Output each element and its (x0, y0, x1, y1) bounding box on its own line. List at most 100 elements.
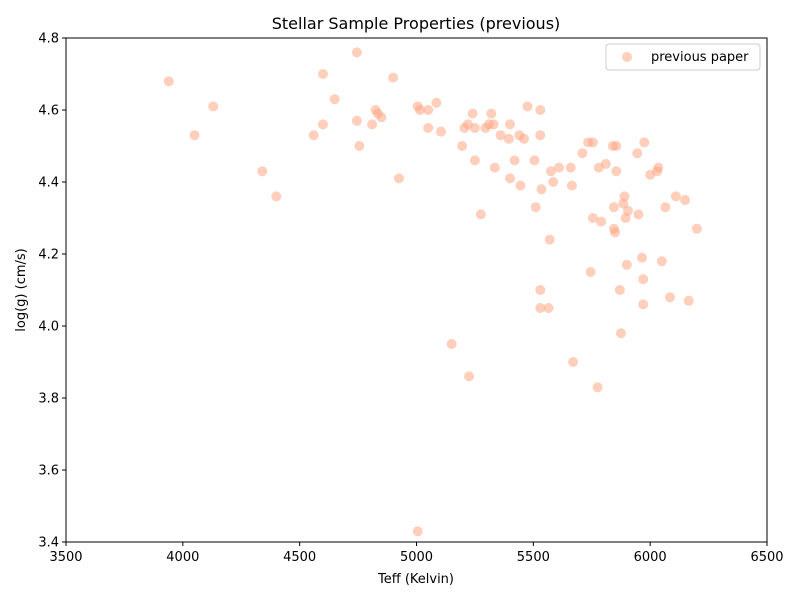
data-point (566, 180, 577, 191)
data-point (271, 191, 282, 202)
data-point (505, 119, 515, 130)
data-point (535, 285, 546, 295)
x-tick-label: 5000 (400, 550, 433, 565)
data-point (637, 252, 647, 263)
data-point (638, 299, 649, 310)
data-point (495, 130, 506, 141)
data-point (489, 162, 500, 173)
y-tick-label: 3.6 (38, 464, 59, 479)
data-point (351, 115, 362, 126)
data-point (619, 191, 630, 202)
data-point (394, 173, 404, 184)
data-point (623, 205, 633, 216)
data-point (616, 328, 626, 339)
data-point (596, 216, 607, 227)
data-point (446, 339, 457, 349)
data-point (544, 234, 555, 245)
data-point (639, 137, 650, 148)
data-point (543, 303, 554, 313)
x-axis-label: Teff (Kelvin) (377, 572, 454, 587)
data-point (505, 173, 515, 184)
x-tick-label: 5500 (517, 550, 550, 565)
y-tick-label: 4.8 (38, 32, 59, 47)
data-point (691, 223, 702, 234)
data-point (535, 303, 546, 313)
data-point (488, 119, 499, 130)
data-point (376, 112, 387, 123)
data-point (208, 101, 219, 112)
data-point (530, 202, 541, 213)
data-point (388, 72, 399, 83)
data-point (423, 105, 434, 115)
x-tick-label: 3500 (49, 550, 82, 565)
data-point (467, 108, 478, 119)
data-point (621, 259, 632, 270)
data-point (565, 162, 576, 173)
data-point (329, 94, 340, 105)
x-tick-label: 4500 (283, 550, 316, 565)
legend: previous paper (605, 43, 761, 71)
data-point (354, 141, 365, 151)
x-tick-label: 6000 (634, 550, 667, 565)
y-tick-label: 3.8 (38, 392, 59, 407)
data-point (431, 97, 442, 108)
data-point (475, 209, 486, 220)
data-point (610, 227, 621, 238)
legend-label: previous paper (651, 50, 749, 65)
data-point (611, 141, 622, 151)
legend-marker (622, 52, 632, 62)
y-axis-label: log(g) (cm/s) (14, 248, 29, 331)
legend-frame (605, 43, 761, 71)
data-point (638, 274, 649, 285)
chart-title: Stellar Sample Properties (previous) (272, 14, 561, 33)
data-point (554, 162, 564, 173)
data-point (608, 202, 619, 213)
data-point (548, 177, 559, 187)
data-point (535, 130, 546, 141)
data-point (614, 285, 625, 295)
data-point (577, 148, 588, 159)
data-point (457, 141, 468, 151)
data-point (412, 526, 423, 537)
data-point (632, 148, 643, 159)
y-axis: 3.4 3.6 3.8 4.0 4.2 4.4 4.6 4.8 (38, 32, 66, 551)
data-point (308, 130, 319, 141)
data-point (665, 292, 675, 303)
data-point (503, 133, 514, 144)
y-tick-label: 4.6 (38, 104, 59, 119)
data-point (660, 202, 671, 213)
data-point (257, 166, 268, 177)
data-point (486, 108, 497, 119)
y-tick-label: 4.2 (38, 248, 59, 263)
data-point (568, 357, 579, 367)
data-point (680, 195, 691, 205)
y-tick-label: 3.4 (38, 536, 59, 551)
data-point (587, 213, 598, 223)
data-point (318, 69, 328, 79)
x-tick-label: 6500 (750, 550, 783, 565)
data-point (415, 105, 425, 115)
data-point (683, 295, 694, 306)
data-point (535, 105, 546, 115)
data-point (189, 130, 200, 141)
data-point (318, 119, 328, 130)
data-point (519, 133, 529, 144)
data-point (436, 126, 446, 137)
data-point (464, 371, 475, 382)
data-point (611, 166, 622, 177)
data-point (515, 180, 526, 191)
data-point (592, 382, 603, 393)
data-point (469, 123, 480, 133)
data-point (633, 209, 644, 220)
data-point (656, 256, 667, 267)
data-point (545, 166, 556, 177)
data-point (536, 184, 547, 195)
data-point (670, 191, 681, 202)
x-axis: 3500 4000 4500 5000 5500 6000 6500 (49, 542, 784, 565)
data-point (585, 267, 596, 277)
x-tick-label: 4000 (166, 550, 199, 565)
data-point (600, 159, 611, 169)
data-point (587, 137, 598, 148)
